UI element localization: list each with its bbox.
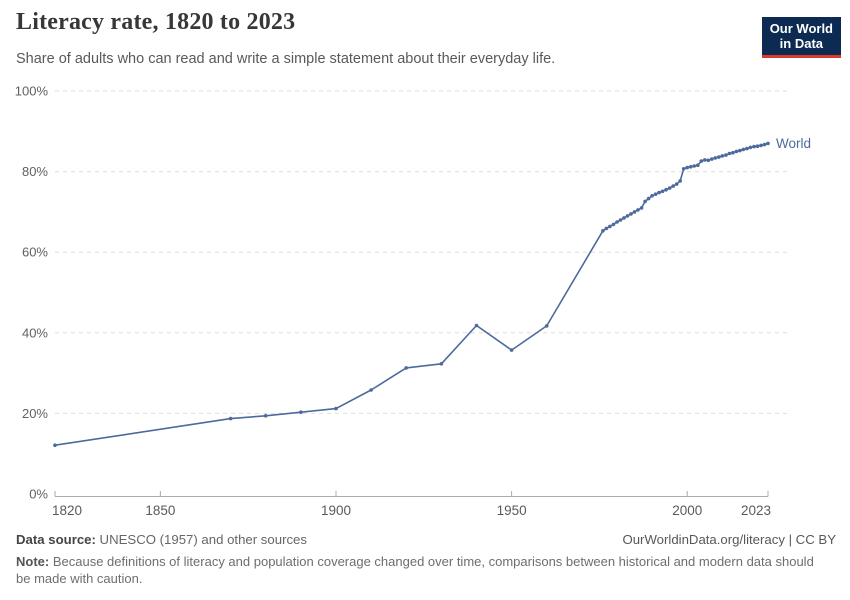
note-text: Because definitions of literacy and popu… <box>16 554 814 586</box>
data-point <box>706 158 711 163</box>
owid-logo-line1: Our World <box>769 21 833 36</box>
data-point <box>625 214 630 218</box>
x-axis-tick-label: 1820 <box>52 503 82 518</box>
data-source-line: Data source: UNESCO (1957) and other sou… <box>16 532 307 547</box>
x-axis-tick-label: 1850 <box>145 503 175 518</box>
data-point <box>699 159 704 163</box>
data-point <box>724 153 728 157</box>
data-point <box>334 406 338 411</box>
data-point <box>653 192 658 196</box>
data-point <box>731 150 735 155</box>
data-point <box>629 212 633 216</box>
data-point <box>474 323 479 328</box>
data-point <box>228 416 233 421</box>
data-source-label: Data source: <box>16 532 96 547</box>
y-axis-tick-label: 80% <box>22 164 48 179</box>
data-point <box>738 148 742 153</box>
data-point <box>369 388 373 392</box>
data-point <box>685 165 689 170</box>
owid-citation-link[interactable]: OurWorldinData.org/literacy | CC BY <box>622 532 836 547</box>
owid-logo-line2: in Data <box>779 36 824 51</box>
data-point <box>646 196 651 201</box>
data-point <box>639 206 644 210</box>
data-point <box>544 324 549 328</box>
data-point <box>674 182 679 186</box>
chart-subtitle: Share of adults who can read and write a… <box>16 51 556 67</box>
data-point <box>755 144 760 148</box>
data-point <box>748 145 753 150</box>
x-axis-tick-label: 2000 <box>672 503 702 518</box>
data-point <box>710 157 714 161</box>
data-point <box>681 167 686 171</box>
data-source-text: UNESCO (1957) and other sources <box>95 532 307 547</box>
data-point <box>615 220 619 224</box>
data-point <box>608 224 612 229</box>
data-point <box>759 143 763 148</box>
data-point <box>720 154 725 158</box>
data-point <box>664 187 668 192</box>
data-point <box>688 165 693 169</box>
data-point <box>604 226 609 231</box>
data-point <box>696 163 700 167</box>
y-axis-tick-label: 100% <box>15 84 49 99</box>
y-axis-tick-label: 20% <box>22 406 48 421</box>
data-point <box>752 144 756 149</box>
y-axis-tick-label: 0% <box>29 487 48 502</box>
data-point <box>717 155 721 159</box>
data-point <box>618 218 623 222</box>
data-point <box>660 189 665 194</box>
data-point <box>762 142 767 147</box>
data-point <box>299 410 303 415</box>
data-point <box>657 190 661 195</box>
x-axis-tick-label: 1950 <box>497 503 527 518</box>
data-point <box>703 158 707 162</box>
data-point <box>53 443 57 448</box>
data-point <box>734 149 739 154</box>
data-point <box>741 147 746 152</box>
data-point <box>713 156 718 160</box>
data-point <box>745 146 749 151</box>
data-point <box>692 164 696 168</box>
data-point <box>263 414 268 418</box>
x-axis-tick-label: 1900 <box>321 503 351 518</box>
page-title: Literacy rate, 1820 to 2023 <box>16 9 296 35</box>
data-point <box>404 366 409 370</box>
data-point <box>727 151 732 156</box>
data-point <box>766 141 770 146</box>
data-point <box>439 362 444 366</box>
y-axis-tick-label: 40% <box>22 325 48 340</box>
data-point <box>650 194 654 198</box>
y-axis-tick-label: 60% <box>22 245 48 260</box>
series-line <box>54 142 769 446</box>
data-point <box>632 210 637 214</box>
data-point <box>509 348 514 352</box>
series-end-label[interactable]: World <box>776 136 811 151</box>
data-point <box>671 184 675 188</box>
owid-logo[interactable]: Our World in Data <box>761 17 841 58</box>
data-point <box>601 229 605 233</box>
data-point <box>611 222 616 227</box>
note-line: Note: Because definitions of literacy an… <box>16 553 816 587</box>
data-point <box>643 199 647 204</box>
data-point <box>622 216 626 220</box>
note-label: Note: <box>16 554 50 569</box>
x-axis-tick-label: 2023 <box>741 503 771 518</box>
data-point <box>636 208 640 212</box>
data-point <box>678 179 682 183</box>
data-point <box>667 186 672 190</box>
